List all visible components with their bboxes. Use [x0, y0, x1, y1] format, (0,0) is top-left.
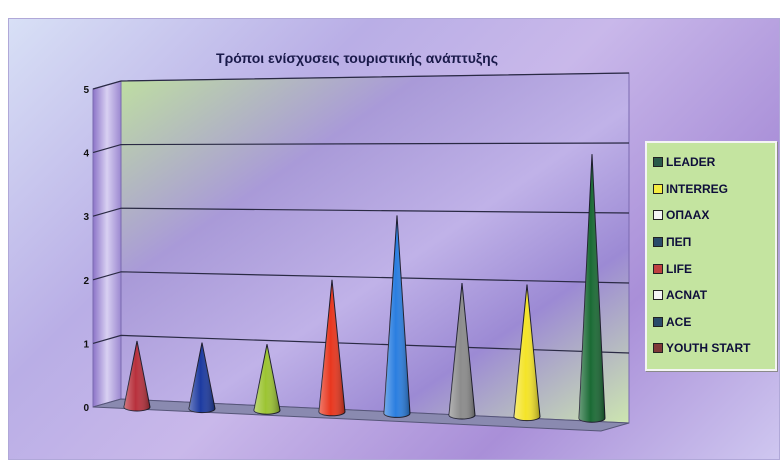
legend-item: ΟΠΑΑΧ — [653, 202, 771, 229]
legend-item: YOUTH START — [653, 335, 771, 362]
cone-shading — [124, 341, 150, 411]
legend-item: LIFE — [653, 255, 771, 282]
legend-swatch — [653, 237, 663, 248]
legend-swatch — [653, 263, 663, 274]
legend-swatch — [653, 316, 663, 327]
bar-youth-start — [578, 154, 606, 423]
bar-leader — [123, 340, 151, 412]
legend-label: INTERREG — [666, 181, 729, 196]
bar-life — [383, 215, 411, 418]
cone-shading — [319, 279, 345, 416]
legend-label: ACNAT — [666, 288, 708, 303]
cone-shading — [579, 154, 605, 423]
bar-οπααχ — [253, 344, 281, 415]
cone-shading — [189, 342, 215, 413]
legend-label: ΠΕΠ — [666, 235, 692, 250]
legend-item: LEADER — [653, 149, 771, 176]
bar-interreg — [188, 342, 216, 414]
bar-chart: 0 1 2 3 4 5 Τρόποι ενίσχυσεις τουριστικής ανά… — [83, 50, 630, 432]
y-tick-label: 3 — [83, 212, 89, 223]
legend: LEADER INTERREG ΟΠΑΑΧ ΠΕΠ LIFE ACNAT ACE YOUTH … — [645, 141, 777, 371]
bar-ace — [513, 284, 541, 422]
legend-label: YOUTH START — [666, 341, 751, 356]
y-tick-label: 0 — [83, 403, 89, 414]
y-tick-label: 2 — [83, 276, 89, 287]
legend-label: ACE — [666, 314, 692, 329]
y-tick-label: 5 — [83, 85, 89, 96]
cone-shading — [254, 344, 280, 415]
y-tick-label: 4 — [83, 149, 89, 160]
legend-label: LEADER — [666, 155, 716, 170]
grid-line — [92, 142, 630, 154]
legend-swatch — [653, 290, 663, 301]
grid-line — [92, 207, 630, 217]
chart-area: 0 1 2 3 4 5 Τρόποι ενίσχυσεις τουριστικής ανά… — [8, 18, 780, 460]
bar-acnat — [448, 282, 476, 420]
legend-swatch — [653, 183, 663, 194]
y-axis-ticks: 0 1 2 3 4 5 — [83, 85, 89, 414]
side-wall — [92, 80, 122, 408]
grid-line — [92, 72, 630, 90]
cone-shading — [449, 283, 475, 419]
legend-label: ΟΠΑΑΧ — [666, 208, 710, 223]
legend-swatch — [653, 210, 663, 221]
y-tick-label: 1 — [83, 339, 89, 350]
grid-lines — [92, 72, 630, 354]
cone-shading — [514, 284, 540, 421]
chart-title: Τρόποι ενίσχυσεις τουριστικής ανάπτυξης — [216, 50, 498, 66]
cone-shading — [384, 215, 410, 418]
legend-item: ΠΕΠ — [653, 229, 771, 256]
legend-item: ACE — [653, 309, 771, 336]
legend-swatch — [653, 157, 663, 168]
legend-item: INTERREG — [653, 176, 771, 203]
legend-item: ACNAT — [653, 282, 771, 309]
legend-label: LIFE — [666, 261, 692, 276]
grid-line — [92, 271, 630, 284]
bar-πεπ — [318, 279, 346, 417]
chart-floor — [92, 398, 630, 432]
cone-bars — [123, 154, 606, 423]
legend-swatch — [653, 343, 663, 354]
